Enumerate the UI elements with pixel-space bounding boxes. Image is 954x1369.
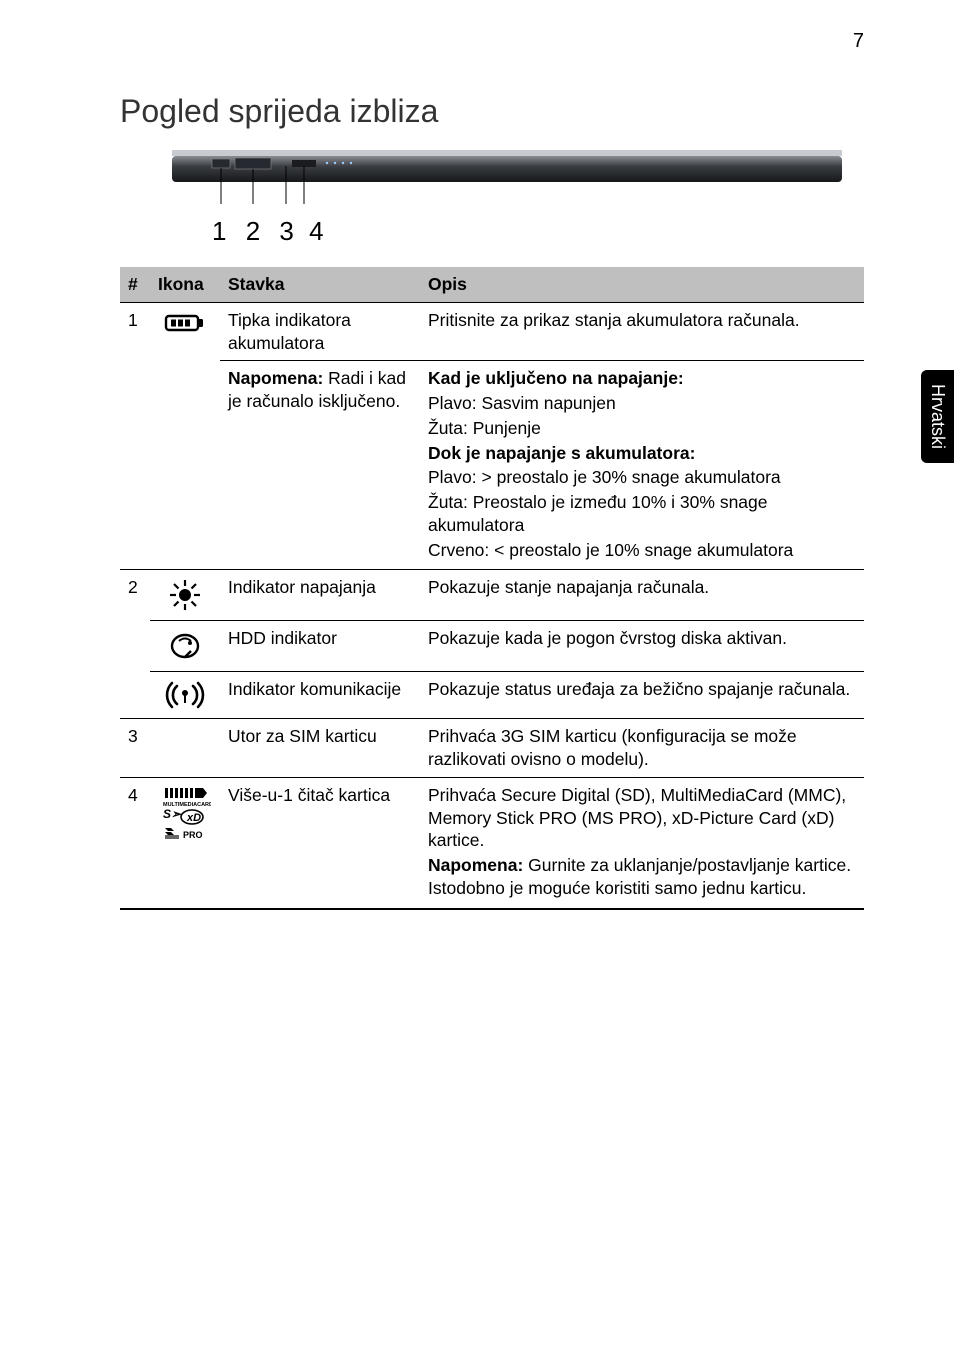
table-row: HDD indikator Pokazuje kada je pogon čvr… [120,621,864,672]
cell-item: Indikator napajanja [220,570,420,621]
cell-num: 4 [120,777,150,908]
callout-3: 3 [279,216,295,246]
th-num: # [120,267,150,302]
cell-icon [150,672,220,719]
desc-line: Crveno: < preostalo je 10% snage akumula… [428,539,856,562]
desc-line: Žuta: Preostalo je između 10% i 30% snag… [428,491,856,537]
cell-desc: Pokazuje status uređaja za bežično spaja… [420,672,864,719]
table-row: Indikator komunikacije Pokazuje status u… [120,672,864,719]
cell-icon [150,302,220,361]
laptop-front-illustration [172,148,842,218]
cell-desc: Kad je uključeno na napajanje: Plavo: Sa… [420,361,864,570]
svg-text:S➣: S➣ [163,807,183,821]
battery-icon [163,311,207,335]
cell-icon: MULTIMEDIACARD S➣ xD PRO [150,777,220,908]
cell-icon [150,621,220,672]
desc-line: Plavo: > preostalo je 30% snage akumulat… [428,466,856,489]
callout-1: 1 [212,216,232,246]
page-number: 7 [0,0,954,53]
language-side-tab: Hrvatski [921,370,954,463]
cell-desc: Pokazuje kada je pogon čvrstog diska akt… [420,621,864,672]
cell-desc: Pritisnite za prikaz stanja akumulatora … [420,302,864,361]
power-indicator-icon [167,578,203,612]
desc-bold: Dok je napajanje s akumulatora: [428,443,695,463]
cell-item: HDD indikator [220,621,420,672]
laptop-front-figure: 1 2 3 4 [150,148,864,247]
card-reader-icon: MULTIMEDIACARD S➣ xD PRO [159,786,211,842]
section-heading: Pogled sprijeda izbliza [120,93,864,130]
th-item: Stavka [220,267,420,302]
cell-desc: Prihvaća Secure Digital (SD), MultiMedia… [420,777,864,908]
cell-num: 3 [120,719,150,778]
callout-4: 4 [309,216,329,246]
table-row: 2 [120,570,864,621]
cell-item: Indikator komunikacije [220,672,420,719]
desc-bold: Kad je uključeno na napajanje: [428,368,684,388]
cell-num: 1 [120,302,150,361]
spec-table: # Ikona Stavka Opis 1 T [120,267,864,910]
desc-line: Prihvaća Secure Digital (SD), MultiMedia… [428,784,856,852]
cell-desc: Prihvaća 3G SIM karticu (konfiguracija s… [420,719,864,778]
cell-item: Tipka indikatora akumulatora [220,302,420,361]
callout-numbers: 1 2 3 4 [150,216,864,247]
desc-line: Plavo: Sasvim napunjen [428,392,856,415]
th-icon: Ikona [150,267,220,302]
table-header-row: # Ikona Stavka Opis [120,267,864,302]
wireless-indicator-icon [163,680,207,710]
th-desc: Opis [420,267,864,302]
table-row: 4 MULTIMEDIACARD S➣ xD [120,777,864,908]
note-label: Napomena: [428,855,523,875]
note-label: Napomena: [228,368,323,388]
cell-desc: Pokazuje stanje napajanja računala. [420,570,864,621]
hdd-indicator-icon [167,629,203,663]
cell-item: Više-u-1 čitač kartica [220,777,420,908]
callout-2: 2 [246,216,266,246]
table-row: 1 Tipka indikatora akumulatora Pritisnit… [120,302,864,361]
cell-item: Napomena: Radi i kad je računalo isključ… [220,361,420,570]
svg-text:PRO: PRO [183,830,203,840]
cell-item: Utor za SIM karticu [220,719,420,778]
desc-line: Žuta: Punjenje [428,417,856,440]
cell-num: 2 [120,570,150,621]
table-row: 3 Utor za SIM karticu Prihvaća 3G SIM ka… [120,719,864,778]
table-row: Napomena: Radi i kad je računalo isključ… [120,361,864,570]
cell-icon [150,570,220,621]
page-content: Pogled sprijeda izbliza [0,53,954,910]
